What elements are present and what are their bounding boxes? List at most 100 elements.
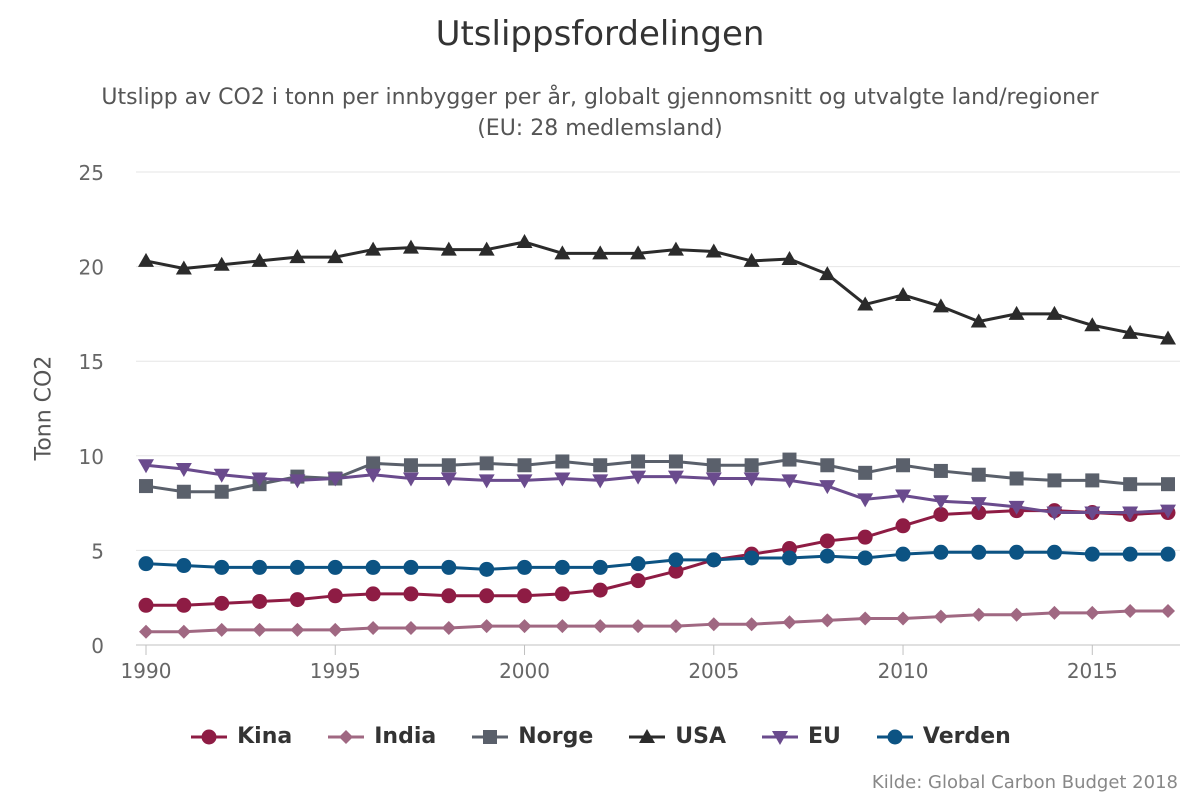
data-point-usa bbox=[932, 298, 949, 313]
legend-label: Kina bbox=[237, 724, 293, 749]
data-point-eu bbox=[1122, 506, 1139, 521]
data-point-usa bbox=[478, 241, 495, 256]
legend-item-usa[interactable]: USA bbox=[627, 724, 726, 749]
data-point-verden bbox=[1009, 544, 1025, 560]
data-point-india bbox=[858, 611, 873, 626]
legend-marker bbox=[772, 730, 789, 745]
data-point-verden bbox=[1122, 546, 1138, 562]
data-point-verden bbox=[176, 558, 192, 574]
data-point-india bbox=[933, 609, 948, 624]
subtitle-line-1: Utslipp av CO2 i tonn per innbygger per … bbox=[101, 85, 1099, 110]
data-point-verden bbox=[441, 559, 457, 575]
legend-item-verden[interactable]: Verden bbox=[875, 724, 1011, 749]
data-point-india bbox=[593, 619, 608, 634]
data-point-usa bbox=[895, 286, 912, 301]
data-point-eu bbox=[402, 472, 419, 487]
series-eu bbox=[138, 459, 1176, 521]
y-tick-label: 20 bbox=[79, 256, 104, 280]
data-point-norge bbox=[139, 479, 153, 494]
series-usa bbox=[138, 234, 1176, 345]
legend-marker bbox=[201, 729, 217, 744]
data-point-kina bbox=[819, 533, 835, 549]
data-point-norge bbox=[1009, 471, 1024, 486]
data-point-eu bbox=[1008, 500, 1025, 515]
legend-marker bbox=[483, 729, 498, 744]
y-tick-label: 25 bbox=[79, 161, 104, 185]
data-point-norge bbox=[1085, 473, 1100, 488]
x-tick-label: 2000 bbox=[499, 659, 550, 683]
data-point-india bbox=[517, 619, 532, 634]
data-point-india bbox=[1085, 605, 1100, 620]
legend-marker bbox=[339, 729, 354, 744]
data-point-verden bbox=[857, 550, 873, 566]
x-tick-label: 2010 bbox=[878, 659, 929, 683]
data-point-eu bbox=[667, 470, 684, 485]
data-point-norge bbox=[593, 458, 608, 473]
data-point-usa bbox=[1084, 317, 1101, 332]
data-point-norge bbox=[176, 484, 191, 499]
data-point-eu bbox=[478, 474, 495, 489]
series-india bbox=[139, 603, 1175, 639]
data-point-eu bbox=[138, 459, 154, 474]
legend-symbol bbox=[876, 729, 913, 744]
data-point-norge bbox=[441, 458, 456, 473]
data-point-kina bbox=[214, 595, 230, 611]
data-point-norge bbox=[517, 458, 532, 473]
data-point-usa bbox=[138, 252, 154, 267]
data-point-verden bbox=[592, 559, 608, 575]
legend-item-india[interactable]: India bbox=[326, 724, 436, 749]
data-point-usa bbox=[1160, 330, 1176, 345]
data-point-usa bbox=[289, 249, 306, 264]
legend-item-kina[interactable]: Kina bbox=[189, 724, 292, 749]
data-point-norge bbox=[706, 458, 721, 473]
data-point-india bbox=[139, 624, 153, 639]
legend-item-eu[interactable]: EU bbox=[760, 724, 841, 749]
data-point-verden bbox=[933, 544, 949, 560]
series-line-usa bbox=[145, 240, 1169, 340]
legend-symbol bbox=[328, 729, 365, 744]
data-point-usa bbox=[970, 313, 987, 328]
data-point-kina bbox=[365, 586, 381, 602]
data-point-verden bbox=[289, 559, 305, 575]
data-point-eu bbox=[516, 474, 533, 489]
data-point-india bbox=[631, 619, 646, 634]
legend-label: USA bbox=[675, 724, 727, 749]
source-credit: Kilde: Global Carbon Budget 2018 bbox=[871, 772, 1178, 793]
data-point-eu bbox=[895, 489, 912, 504]
data-point-norge bbox=[555, 454, 570, 469]
legend-symbol bbox=[762, 730, 799, 745]
data-point-india bbox=[290, 622, 305, 637]
legend-symbol bbox=[191, 729, 228, 744]
data-point-norge bbox=[782, 452, 797, 467]
data-point-india bbox=[971, 607, 986, 622]
data-point-verden bbox=[781, 550, 797, 566]
data-point-india bbox=[744, 617, 759, 632]
data-point-kina bbox=[138, 597, 154, 613]
data-point-india bbox=[1161, 603, 1175, 618]
data-point-norge bbox=[971, 467, 986, 482]
data-point-eu bbox=[932, 495, 949, 510]
data-point-india bbox=[896, 611, 911, 626]
series-line-norge bbox=[145, 458, 1168, 494]
data-point-eu bbox=[857, 493, 874, 508]
data-point-norge bbox=[366, 456, 381, 471]
series-norge bbox=[139, 452, 1175, 499]
data-point-india bbox=[555, 619, 570, 634]
data-point-verden bbox=[971, 544, 987, 560]
x-tick-label: 2015 bbox=[1067, 659, 1118, 683]
series-line-kina bbox=[146, 509, 1169, 607]
data-point-eu bbox=[440, 472, 457, 487]
data-point-usa bbox=[213, 256, 230, 271]
y-tick-label: 5 bbox=[91, 539, 104, 563]
data-point-verden bbox=[365, 559, 381, 575]
data-point-kina bbox=[327, 588, 343, 604]
data-point-norge bbox=[1123, 477, 1138, 492]
data-point-kina bbox=[668, 563, 684, 579]
legend-item-norge[interactable]: Norge bbox=[470, 724, 593, 749]
y-tick-label: 10 bbox=[79, 445, 104, 469]
data-point-kina bbox=[479, 588, 495, 604]
data-point-usa bbox=[516, 234, 533, 249]
legend-label: EU bbox=[808, 724, 841, 749]
data-point-norge bbox=[631, 454, 646, 469]
data-point-india bbox=[782, 615, 797, 630]
